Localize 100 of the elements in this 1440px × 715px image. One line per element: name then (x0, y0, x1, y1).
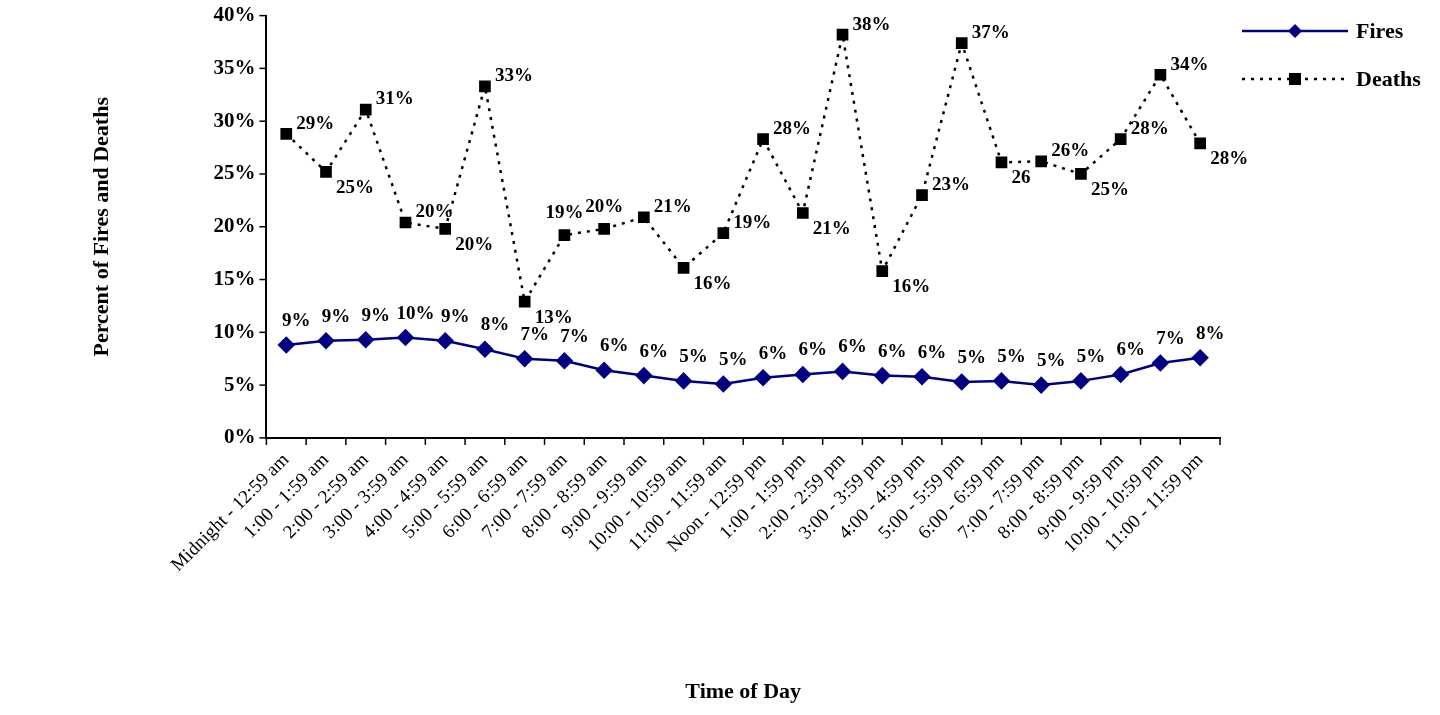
point (955, 37, 968, 49)
y-tick-label: 20% (213, 213, 256, 238)
data-label: 16% (693, 271, 732, 293)
data-label: 21% (812, 216, 851, 238)
data-label: 33% (494, 64, 533, 86)
point (317, 332, 335, 350)
point (876, 265, 889, 277)
point (757, 133, 769, 145)
data-label: 7% (1156, 326, 1185, 348)
data-label: 28% (1210, 147, 1249, 169)
point (717, 227, 730, 239)
data-label: 5% (957, 345, 986, 367)
data-label: 26 (1011, 166, 1031, 188)
data-label: 7% (560, 324, 589, 346)
point (635, 367, 653, 384)
data-label: 20% (415, 200, 454, 222)
data-label: 6% (639, 339, 669, 361)
point (796, 207, 809, 219)
point (675, 372, 692, 390)
point (479, 80, 491, 93)
point (834, 363, 851, 380)
point (677, 262, 690, 274)
point (836, 28, 849, 41)
point (595, 362, 613, 379)
point (794, 366, 812, 383)
point (357, 331, 374, 348)
point (476, 340, 494, 358)
data-label: 26% (1051, 139, 1090, 161)
point (1114, 133, 1127, 145)
data-label: 9% (321, 304, 351, 326)
data-label: 21% (653, 195, 692, 217)
data-label: 19% (545, 201, 584, 223)
data-label: 34% (1170, 52, 1209, 74)
point (1112, 366, 1129, 383)
y-tick-label: 40% (213, 2, 256, 27)
point (516, 350, 533, 367)
point (874, 367, 891, 384)
point (916, 189, 928, 201)
data-label: 5% (1076, 344, 1106, 366)
data-label: 5% (997, 344, 1026, 366)
point (1154, 68, 1167, 81)
y-tick-label: 35% (213, 54, 256, 79)
y-tick-label: 30% (213, 107, 256, 132)
data-label: 28% (773, 117, 812, 139)
point (913, 368, 931, 385)
y-tick-label: 0% (223, 424, 256, 449)
point (280, 128, 293, 140)
data-label: 9% (282, 308, 311, 330)
data-label: 9% (361, 303, 390, 325)
data-label: 5% (679, 344, 708, 366)
data-label: 6% (758, 341, 788, 363)
point (399, 216, 412, 229)
data-label: 25% (336, 175, 374, 197)
point (436, 332, 454, 350)
legend-label: Fires (1356, 18, 1404, 44)
point (715, 375, 732, 393)
point (1035, 155, 1048, 168)
data-label: 6% (798, 338, 828, 360)
data-label: 20% (585, 194, 624, 216)
data-label: 6% (838, 335, 867, 357)
point (638, 211, 650, 224)
data-label: 16% (892, 275, 931, 296)
data-label: 23% (932, 172, 970, 194)
y-tick-label: 10% (213, 318, 256, 343)
point (995, 156, 1008, 169)
point (953, 373, 970, 391)
x-axis-title: Time of Day (685, 678, 802, 704)
point (1152, 354, 1169, 372)
data-label: 19% (733, 210, 772, 232)
data-label: 8% (480, 313, 510, 335)
data-label: 38% (852, 12, 891, 34)
point (518, 295, 531, 308)
point (1191, 349, 1209, 366)
point (754, 369, 772, 386)
point (359, 103, 372, 116)
data-label: 5% (719, 347, 748, 369)
point (1194, 137, 1206, 150)
point (1032, 376, 1050, 394)
data-label: 25% (1090, 177, 1129, 199)
data-label: 9% (440, 304, 470, 326)
data-label: 5% (1036, 349, 1066, 371)
point (993, 372, 1010, 390)
point (556, 352, 573, 370)
data-label: 6% (599, 334, 629, 356)
legend-label: Deaths (1356, 66, 1421, 92)
point (439, 223, 452, 235)
point (1075, 168, 1087, 180)
data-label: 29% (296, 111, 335, 133)
data-label: 31% (375, 87, 414, 109)
data-label: 37% (971, 20, 1010, 42)
point (558, 229, 571, 242)
data-label: 8% (1195, 321, 1225, 343)
data-label: 10% (396, 301, 435, 323)
y-axis-title: Percent of Fires and Deaths (87, 96, 113, 357)
point (397, 329, 414, 346)
y-tick-label: 25% (213, 160, 256, 185)
point (598, 223, 610, 235)
data-label: 6% (1116, 338, 1145, 360)
data-label: 28% (1130, 117, 1169, 139)
point (278, 336, 295, 354)
